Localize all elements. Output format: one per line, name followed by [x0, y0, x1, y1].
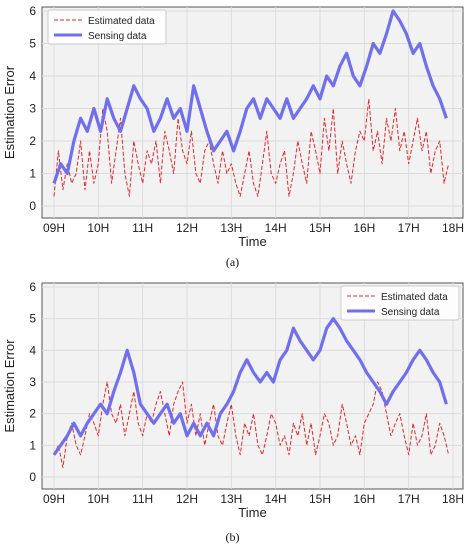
series-line-estimated-data [53, 98, 450, 197]
x-tick-label: 15H [309, 492, 331, 506]
x-tick-label: 12H [176, 221, 198, 235]
y-axis-label: Estimation Error [2, 339, 17, 433]
y-axis-label: Estimation Error [2, 65, 17, 159]
x-tick-label: 13H [220, 221, 242, 235]
legend: Estimated data Sensing data [340, 285, 460, 321]
x-tick-label: 14H [265, 492, 287, 506]
x-tick-label: 09H [43, 221, 65, 235]
x-tick-label: 11H [132, 492, 153, 506]
y-tick-label: 3 [29, 375, 36, 389]
y-tick-label: 0 [29, 199, 36, 213]
y-tick-label: 4 [29, 69, 36, 83]
y-tick-label: 6 [29, 4, 36, 18]
y-tick-label: 5 [29, 37, 36, 51]
x-tick-label: 14H [265, 221, 287, 235]
y-tick-label: 2 [29, 134, 36, 148]
y-tick-label: 2 [29, 407, 36, 421]
y-tick-label: 0 [29, 470, 36, 484]
y-tick-label: 4 [29, 343, 36, 357]
legend-label: Sensing data [381, 307, 440, 318]
series-line-sensing-data [52, 9, 448, 184]
y-tick-label: 6 [29, 280, 36, 294]
chart-panel-b: 0 1 2 3 4 5 6 09H 10H 11H 12H 13H 14H 15H 16H 17H 18H Tim… [2, 280, 464, 544]
chart-panel-a: 0 1 2 3 4 5 6 09H 10H 11H 12H 13H 14H 15H 16H 17H 18H Tim… [2, 4, 464, 269]
x-axis-label: Time [238, 505, 266, 520]
y-tick-label: 3 [29, 102, 36, 116]
legend-label: Estimated data [381, 292, 448, 303]
x-tick-label: 12H [176, 492, 198, 506]
x-tick-label: 17H [398, 221, 420, 235]
figure-caption: (b) [226, 530, 240, 544]
x-tick-label: 13H [220, 492, 242, 506]
x-tick-label: 17H [398, 492, 420, 506]
x-tick-label: 11H [132, 221, 153, 235]
x-tick-label: 10H [87, 492, 109, 506]
legend-label: Sensing data [88, 31, 147, 42]
x-tick-label: 10H [87, 221, 109, 235]
series-line-sensing-data [52, 317, 448, 456]
x-tick-label: 16H [353, 492, 375, 506]
y-tick-label: 5 [29, 312, 36, 326]
legend: Estimated data Sensing data [47, 9, 167, 45]
x-tick-label: 09H [43, 492, 65, 506]
y-tick-label: 1 [29, 438, 36, 452]
x-tick-label: 18H [442, 221, 464, 235]
y-tick-label: 1 [29, 167, 36, 181]
x-tick-label: 15H [309, 221, 331, 235]
legend-label: Estimated data [88, 16, 155, 27]
x-tick-label: 18H [442, 492, 464, 506]
figure-caption: (a) [226, 255, 239, 269]
x-axis-label: Time [238, 234, 266, 249]
x-tick-label: 16H [353, 221, 375, 235]
